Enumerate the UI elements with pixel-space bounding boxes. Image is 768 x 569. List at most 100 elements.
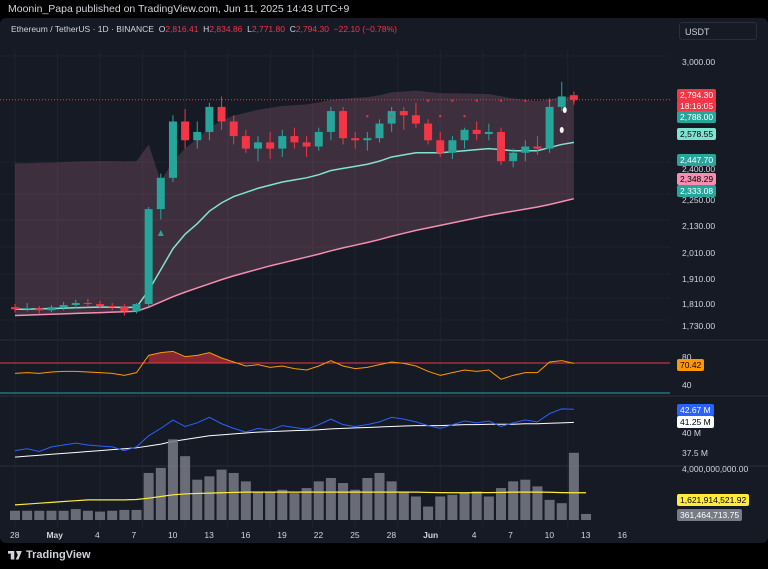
volume-bar — [532, 486, 543, 520]
volume-bar — [508, 481, 519, 520]
sell-signal-dot — [342, 115, 345, 118]
volume-ma-label: 1,621,914,521.92 — [677, 494, 750, 506]
chart-canvas[interactable]: 28 May 4 7 10 13 16 19 22 25 28 Jun 4 7 10 13 16 — [0, 18, 768, 543]
x-axis-tick: 22 — [314, 530, 324, 540]
ema-slow-line — [14, 197, 575, 317]
candle-body — [47, 307, 56, 311]
price-label-up: 2,447.70 — [677, 154, 717, 166]
rsi-line — [14, 350, 575, 380]
volume-bar — [216, 469, 227, 520]
x-axis-tick: 25 — [350, 530, 360, 540]
volume-bar — [155, 467, 166, 520]
candle-body — [266, 142, 275, 149]
candle-body — [35, 308, 44, 311]
candle-body — [326, 111, 335, 132]
x-axis-tick: 7 — [132, 530, 137, 540]
volume-bar — [423, 506, 434, 520]
sell-signal-dot — [427, 99, 430, 102]
volume-bar — [435, 496, 446, 520]
obv-line — [14, 408, 574, 453]
x-axis-tick: Jun — [423, 530, 438, 540]
candle-body — [424, 123, 433, 141]
volume-bar — [496, 488, 506, 520]
price-tick: 1,730.00 — [682, 321, 716, 331]
volume-bar — [167, 439, 178, 520]
volume-bar — [228, 472, 239, 520]
candle-body — [132, 304, 141, 312]
volume-bar — [483, 496, 494, 520]
x-axis-tick: 28 — [10, 530, 20, 540]
volume-bar — [22, 510, 33, 520]
price-tick: 2,010.00 — [682, 248, 716, 258]
candle-body — [521, 146, 530, 153]
ema-fast-line — [15, 141, 575, 310]
candle-body — [569, 95, 578, 100]
tradingview-logo[interactable]: TradingView — [8, 549, 91, 561]
volume-bar — [34, 510, 45, 520]
open-label: O — [158, 24, 166, 34]
volume-bar — [119, 509, 130, 520]
ema-slow-label: 2,348.29 — [677, 173, 717, 185]
publisher-text: Moonin_Papa published on TradingView.com… — [8, 3, 350, 15]
candle-body — [545, 106, 554, 149]
candle-body — [71, 302, 80, 306]
candle-body — [168, 121, 177, 178]
volume-tick: 4,000,000,000.00 — [682, 464, 749, 474]
volume-bar — [556, 503, 567, 520]
volume-bar — [143, 472, 154, 520]
candle-body — [290, 136, 299, 143]
sell-signal-dot — [463, 115, 466, 118]
volume-bar — [544, 499, 555, 520]
candle-body — [181, 121, 190, 141]
volume-bar — [265, 491, 276, 520]
price-tick: 2,250.00 — [682, 195, 716, 205]
sell-signal-dot — [500, 99, 502, 102]
sell-signal-dot — [524, 99, 527, 102]
chart-frame[interactable]: 28 May 4 7 10 13 16 19 22 25 28 Jun 4 7 10 13 16 Ethereu… — [0, 18, 768, 543]
price-tick: 3,000.00 — [682, 57, 716, 67]
rsi-tick: 80 — [682, 352, 692, 362]
volume-bar — [325, 478, 336, 520]
close-value: 2,794.30 — [295, 24, 329, 34]
indicator-marker — [559, 127, 564, 133]
candle-body — [533, 146, 542, 149]
volume-bar — [520, 479, 531, 520]
volume-bar — [471, 491, 482, 520]
x-axis-tick: 13 — [204, 530, 214, 540]
sell-signal-dot — [439, 115, 442, 118]
candle-body — [254, 142, 262, 149]
volume-bar — [386, 481, 397, 520]
candle-body — [363, 138, 372, 141]
candle-body — [460, 129, 469, 141]
x-axis-tick: 16 — [241, 530, 251, 540]
candle-body — [375, 123, 384, 139]
candle-body — [241, 136, 250, 149]
volume-bar — [253, 491, 263, 520]
footer-bar: TradingView — [0, 543, 768, 569]
symbol-legend[interactable]: Ethereum / TetherUS · 1D · BINANCE O2,81… — [11, 24, 397, 34]
x-axis-tick: May — [46, 530, 63, 540]
sell-signal-dot — [475, 99, 478, 102]
candle-body — [509, 152, 518, 162]
candle-body — [11, 307, 19, 310]
volume-bar — [204, 476, 215, 520]
candle-body — [96, 304, 105, 307]
volume-ma-line — [14, 491, 587, 506]
candle-body — [302, 142, 311, 147]
currency-button[interactable]: USDT — [679, 22, 757, 40]
x-axis-tick: 10 — [168, 530, 178, 540]
x-axis-tick: 19 — [277, 530, 287, 540]
volume-bar — [240, 481, 251, 520]
x-axis-tick: 4 — [472, 530, 477, 540]
volume-bar — [46, 510, 57, 520]
symbol-name[interactable]: Ethereum / TetherUS · 1D · BINANCE — [11, 24, 154, 34]
volume-bar — [192, 479, 203, 520]
sell-signal-dot — [548, 99, 551, 102]
volume-bar — [410, 496, 421, 520]
volume-bar — [277, 489, 288, 520]
publisher-bar: Moonin_Papa published on TradingView.com… — [0, 0, 768, 18]
candle-body — [193, 131, 202, 141]
sell-signal-dot — [451, 99, 454, 102]
volume-bar — [350, 489, 361, 520]
candle-body — [59, 305, 68, 308]
